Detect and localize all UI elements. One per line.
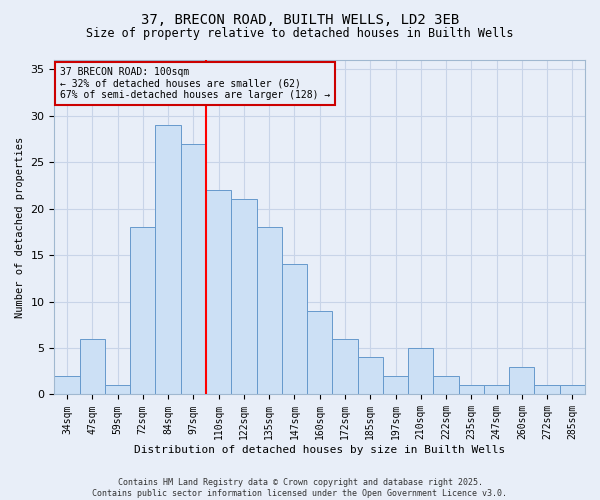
Bar — [509, 366, 535, 394]
Bar — [383, 376, 408, 394]
Y-axis label: Number of detached properties: Number of detached properties — [15, 136, 25, 318]
Bar — [484, 385, 509, 394]
Bar — [155, 125, 181, 394]
Bar — [307, 311, 332, 394]
Bar — [105, 385, 130, 394]
Bar — [55, 376, 80, 394]
Text: 37 BRECON ROAD: 100sqm
← 32% of detached houses are smaller (62)
67% of semi-det: 37 BRECON ROAD: 100sqm ← 32% of detached… — [60, 66, 330, 100]
Bar — [206, 190, 231, 394]
Bar — [257, 227, 282, 394]
Bar — [535, 385, 560, 394]
Bar — [80, 338, 105, 394]
Bar — [282, 264, 307, 394]
Bar — [130, 227, 155, 394]
Bar — [560, 385, 585, 394]
Bar — [458, 385, 484, 394]
Text: Size of property relative to detached houses in Builth Wells: Size of property relative to detached ho… — [86, 28, 514, 40]
Text: 37, BRECON ROAD, BUILTH WELLS, LD2 3EB: 37, BRECON ROAD, BUILTH WELLS, LD2 3EB — [141, 12, 459, 26]
Text: Contains HM Land Registry data © Crown copyright and database right 2025.
Contai: Contains HM Land Registry data © Crown c… — [92, 478, 508, 498]
Bar — [408, 348, 433, 395]
X-axis label: Distribution of detached houses by size in Builth Wells: Distribution of detached houses by size … — [134, 445, 505, 455]
Bar — [231, 200, 257, 394]
Bar — [332, 338, 358, 394]
Bar — [433, 376, 458, 394]
Bar — [181, 144, 206, 394]
Bar — [358, 358, 383, 395]
